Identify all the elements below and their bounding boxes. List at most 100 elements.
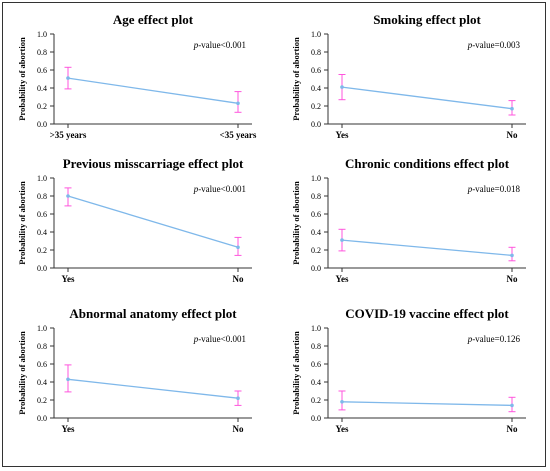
series-line	[341, 86, 513, 110]
y-tick-label: 0.6	[37, 360, 47, 369]
p-value-text: -value<0.001	[198, 40, 246, 50]
y-tick-label: 0.0	[311, 264, 321, 273]
y-tick-label: 0.0	[37, 414, 47, 423]
data-point	[66, 377, 70, 382]
effect-plot-6: COVID-19 vaccine effect plot 0.0 0.2 0.4 0.6…	[291, 306, 526, 434]
y-tick-label: 1.0	[37, 30, 47, 39]
x-tick-label: Yes	[336, 274, 349, 284]
y-tick-label: 0.2	[37, 246, 47, 255]
y-tick-label: 1.0	[37, 324, 47, 333]
effect-plot-1: Age effect plot 0.0 0.2 0.4 0.6 0.8 1.0 Probabi…	[17, 12, 257, 140]
y-tick-label: 0.4	[37, 228, 47, 237]
x-tick-label: No	[507, 424, 518, 434]
y-tick-label: 0.0	[37, 264, 47, 273]
p-value-prefix: p	[193, 334, 199, 344]
y-tick-label: 1.0	[37, 174, 47, 183]
y-tick-label: 1.0	[311, 174, 321, 183]
series-line	[67, 77, 239, 104]
data-point	[510, 403, 514, 408]
y-tick-label: 0.8	[311, 192, 321, 201]
y-tick-label: 0.8	[37, 342, 47, 351]
y-axis-label: Probability of abortion	[17, 331, 27, 415]
y-tick-label: 0.2	[311, 102, 321, 111]
p-value-annotation: p-value=0.018	[467, 184, 521, 194]
p-value-prefix: p	[467, 40, 473, 50]
x-tick-label: Yes	[336, 130, 349, 140]
y-tick-label: 0.2	[37, 396, 47, 405]
y-tick-label: 0.2	[37, 102, 47, 111]
series-line	[341, 401, 513, 407]
data-point	[66, 76, 70, 80]
y-tick-label: 0.6	[37, 66, 47, 75]
y-tick-label: 0.4	[311, 228, 321, 237]
data-point	[236, 101, 240, 106]
y-axis-label: Probability of abortion	[17, 37, 27, 121]
chart-title: Previous misscarriage effect plot	[63, 156, 244, 171]
x-tick-label: >35 years	[50, 130, 87, 140]
p-value-annotation: p-value=0.003	[467, 40, 521, 50]
x-tick-label: Yes	[336, 424, 349, 434]
y-tick-label: 0.8	[37, 48, 47, 57]
series-line	[67, 378, 239, 399]
y-axis-label: Probability of abortion	[291, 331, 301, 415]
y-tick-label: 0.4	[37, 378, 47, 387]
y-tick-label: 1.0	[311, 30, 321, 39]
y-tick-label: 0.2	[311, 396, 321, 405]
p-value-prefix: p	[193, 184, 199, 194]
y-tick-label: 0.6	[37, 210, 47, 219]
p-value-text: -value=0.003	[472, 40, 520, 50]
series-line	[341, 239, 513, 257]
effect-plot-2: Smoking effect plot 0.0 0.2 0.4 0.6 0.8 1.0 Pro…	[291, 12, 526, 140]
y-axis-label: Probability of abortion	[17, 181, 27, 265]
y-tick-label: 0.0	[37, 120, 47, 129]
series-line	[67, 195, 239, 248]
chart-title: COVID-19 vaccine effect plot	[345, 306, 509, 321]
x-tick-label: No	[233, 274, 244, 284]
y-tick-label: 0.4	[37, 84, 47, 93]
y-tick-label: 0.2	[311, 246, 321, 255]
y-tick-label: 0.0	[311, 120, 321, 129]
y-tick-label: 0.8	[311, 342, 321, 351]
y-tick-label: 0.8	[311, 48, 321, 57]
effect-plot-3: Previous misscarriage effect plot 0.0 0.2 0…	[17, 156, 252, 284]
data-point	[66, 194, 70, 198]
p-value-annotation: p-value<0.001	[193, 334, 246, 344]
data-point	[236, 396, 240, 401]
y-tick-label: 1.0	[311, 324, 321, 333]
p-value-annotation: p-value<0.001	[193, 184, 246, 194]
x-tick-label: Yes	[62, 424, 75, 434]
y-axis-label: Probability of abortion	[291, 181, 301, 265]
p-value-text: -value=0.018	[472, 184, 520, 194]
p-value-text: -value<0.001	[198, 184, 246, 194]
x-tick-label: <35 years	[220, 130, 257, 140]
chart-title: Age effect plot	[113, 12, 194, 27]
effect-plot-4: Chronic conditions effect plot 0.0 0.2 0.4 0…	[291, 156, 526, 284]
x-tick-label: No	[507, 130, 518, 140]
p-value-prefix: p	[193, 40, 199, 50]
y-tick-label: 0.6	[311, 360, 321, 369]
chart-title: Abnormal anatomy effect plot	[69, 306, 237, 321]
p-value-prefix: p	[467, 334, 473, 344]
x-tick-label: No	[507, 274, 518, 284]
y-tick-label: 0.0	[311, 414, 321, 423]
p-value-text: -value<0.001	[198, 334, 246, 344]
p-value-text: -value=0.126	[472, 334, 520, 344]
x-tick-label: No	[233, 424, 244, 434]
data-point	[510, 253, 514, 258]
p-value-prefix: p	[467, 184, 473, 194]
data-point	[236, 245, 240, 250]
y-tick-label: 0.8	[37, 192, 47, 201]
data-point	[510, 106, 514, 111]
y-tick-label: 0.6	[311, 210, 321, 219]
data-point	[340, 238, 344, 242]
y-tick-label: 0.4	[311, 84, 321, 93]
p-value-annotation: p-value=0.126	[467, 334, 521, 344]
y-axis-label: Probability of abortion	[291, 37, 301, 121]
effect-plot-5: Abnormal anatomy effect plot 0.0 0.2 0.4 0.6…	[17, 306, 252, 434]
chart-title: Chronic conditions effect plot	[345, 156, 510, 171]
figure-frame	[2, 2, 546, 467]
y-tick-label: 0.6	[311, 66, 321, 75]
y-tick-label: 0.4	[311, 378, 321, 387]
data-point	[340, 400, 344, 404]
